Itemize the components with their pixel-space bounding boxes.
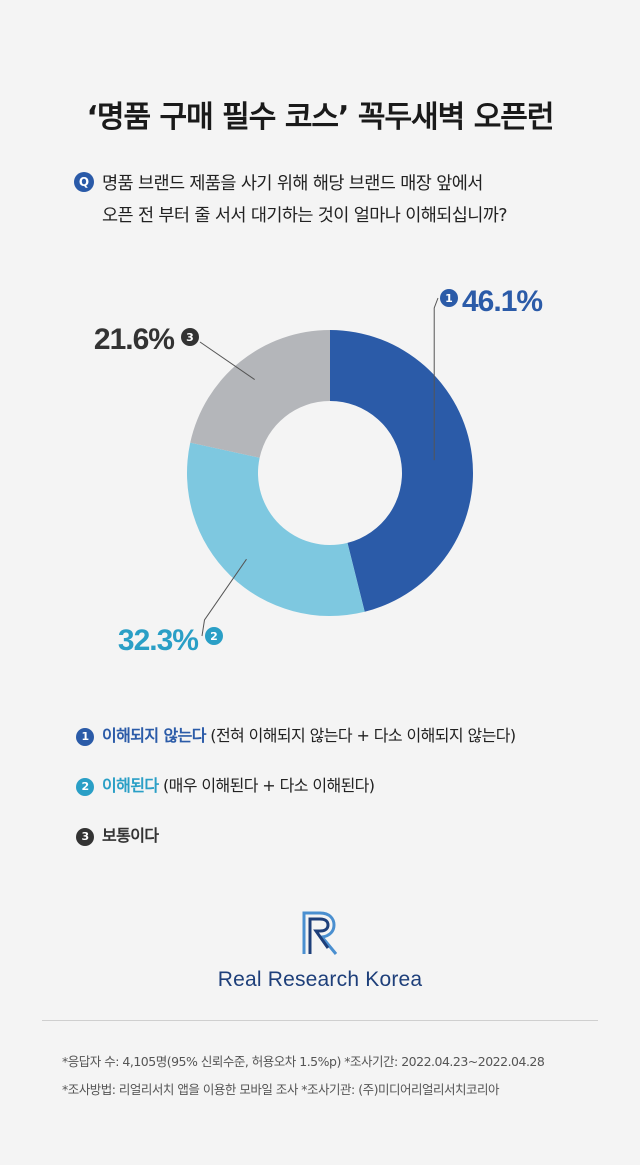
slice-marker-number-3: 3 [186, 331, 194, 344]
question-line-2: 오픈 전 부터 줄 서서 대기하는 것이 얼마나 이해되십니까? [102, 206, 507, 226]
page-title: ‘명품 구매 필수 코스’ 꼭두새벽 오픈런 [86, 100, 554, 135]
legend-marker-3: 3 [76, 828, 94, 846]
donut-slice-1 [330, 330, 473, 612]
brand-name: Real Research Korea [217, 968, 423, 991]
legend-title-2: 이해된다 [102, 776, 159, 795]
donut-slice-2 [187, 442, 365, 616]
leader-line-3 [199, 341, 255, 380]
leader-line-2 [201, 558, 247, 637]
legend-desc-1: (전혀 이해되지 않는다 + 다소 이해되지 않는다) [205, 726, 516, 745]
note-line-1: *응답자 수: 4,105명(95% 신뢰수준, 허용오차 1.5%p) *조사… [62, 1054, 545, 1069]
divider [42, 1020, 598, 1021]
donut-slice-3 [190, 330, 330, 458]
slice-value-label-1: 46.1% [462, 285, 542, 318]
legend-item-3: 3 보통이다 [76, 822, 159, 846]
slice-marker-number-2: 2 [210, 630, 218, 643]
slice-value-label-2: 32.3% [118, 624, 198, 657]
leader-line-1 [433, 297, 439, 461]
brand-logo: Real Research Korea [0, 910, 640, 992]
slice-value-label-3: 21.6% [94, 323, 174, 356]
slice-marker-3 [181, 328, 199, 346]
brand-mark-icon [302, 911, 338, 955]
legend-marker-1: 1 [76, 728, 94, 746]
legend-item-1: 1 이해되지 않는다 (전혀 이해되지 않는다 + 다소 이해되지 않는다) [76, 722, 516, 746]
question-line-1: 명품 브랜드 제품을 사기 위해 해당 브랜드 매장 앞에서 [102, 174, 483, 194]
slice-marker-2 [205, 627, 223, 645]
legend-title-3: 보통이다 [102, 826, 159, 845]
note-line-2: *조사방법: 리얼리서치 앱을 이용한 모바일 조사 *조사기관: (주)미디어… [62, 1082, 500, 1097]
question-badge: Q [74, 172, 94, 192]
slice-marker-1 [440, 289, 458, 307]
slice-marker-number-1: 1 [445, 292, 453, 305]
donut-chart: 1 46.1% 2 32.3% 3 21.6% [94, 285, 543, 657]
legend-title-1: 이해되지 않는다 [102, 726, 206, 745]
legend-item-2: 2 이해된다 (매우 이해된다 + 다소 이해된다) [76, 772, 375, 796]
legend-marker-2: 2 [76, 778, 94, 796]
legend-desc-2: (매우 이해된다 + 다소 이해된다) [158, 776, 375, 795]
survey-notes: *응답자 수: 4,105명(95% 신뢰수준, 허용오차 1.5%p) *조사… [62, 1048, 622, 1104]
